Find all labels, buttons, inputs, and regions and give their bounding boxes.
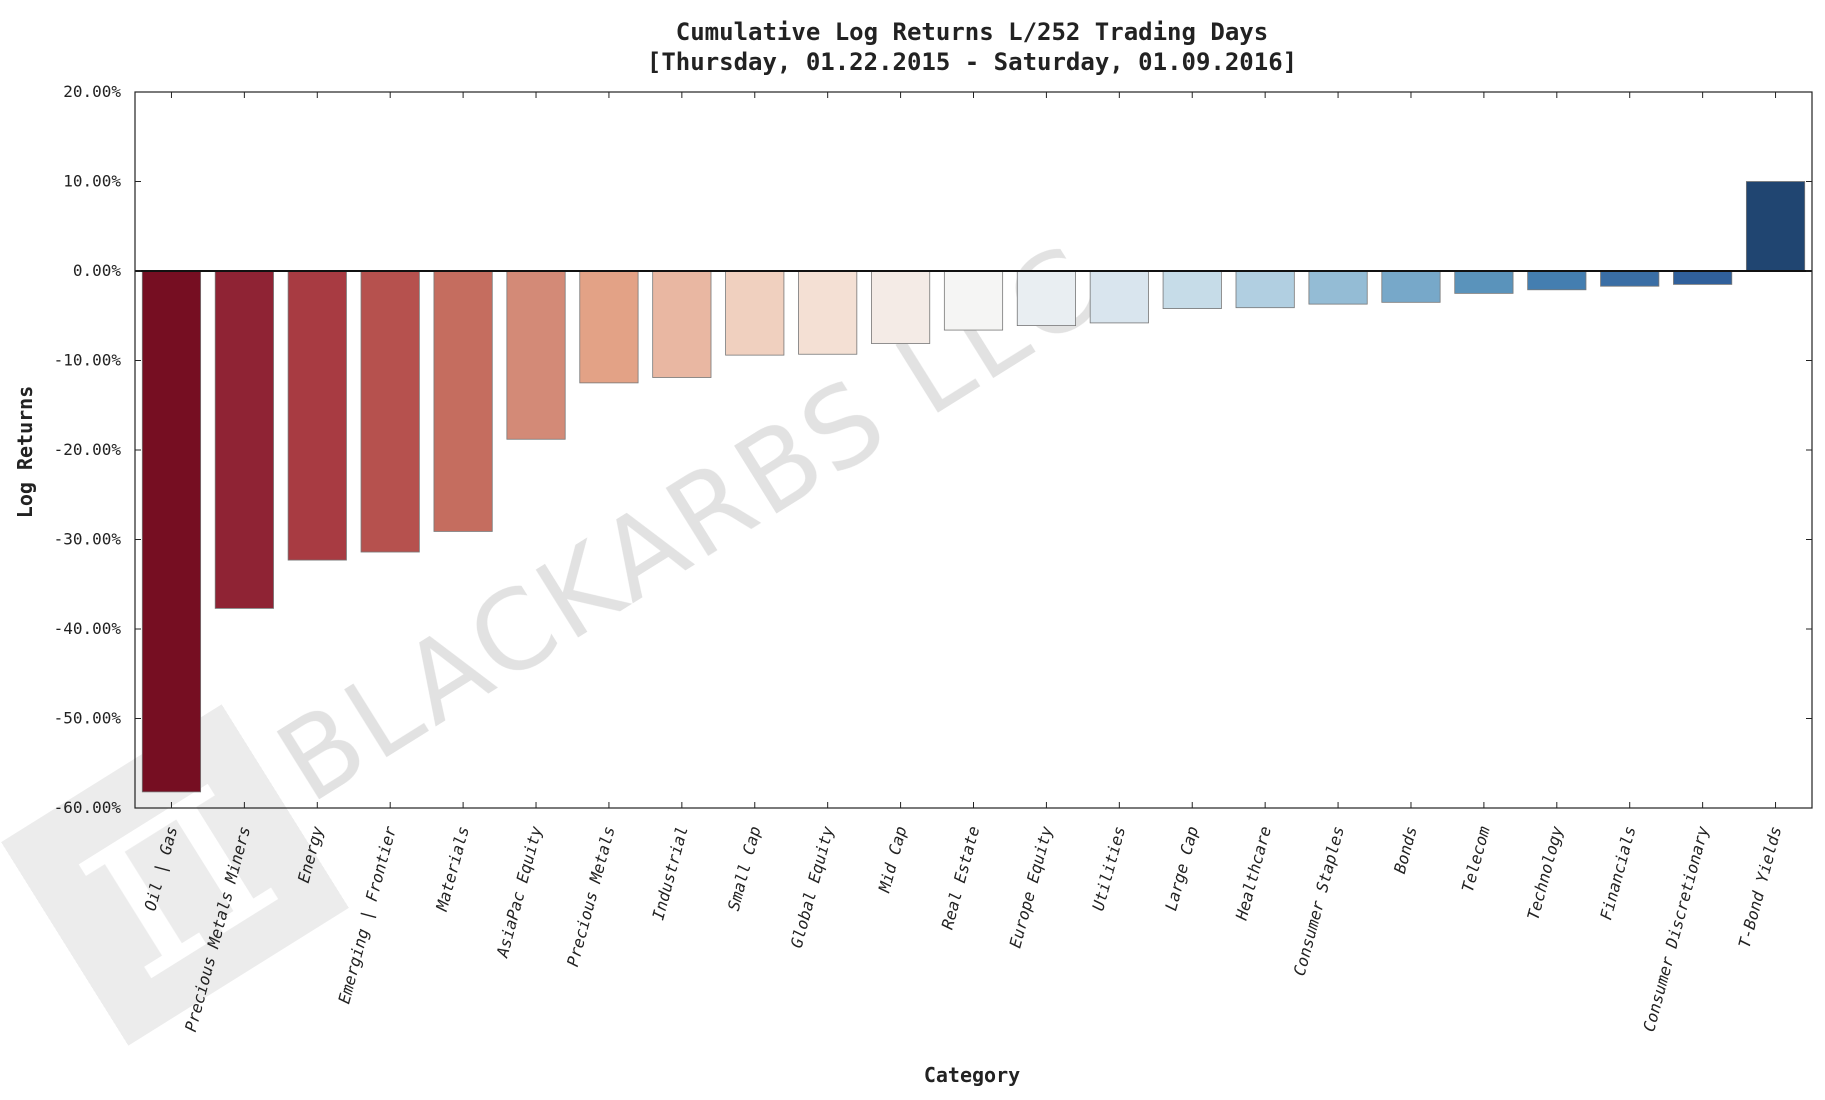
bar — [1089, 270, 1149, 324]
x-tick-label: Real Estate — [938, 824, 984, 931]
x-tick-label: Global Equity — [787, 824, 838, 950]
bar — [1162, 270, 1222, 309]
bar — [214, 270, 274, 609]
bar — [871, 270, 931, 344]
x-tick-label: T-Bond Yields — [1735, 824, 1786, 950]
bar — [725, 270, 785, 356]
x-tick-label: Precious Metals — [563, 824, 619, 968]
y-tick-label: -10.00% — [54, 351, 122, 370]
x-tick-label: Bonds — [1390, 824, 1421, 875]
y-tick-label: 10.00% — [63, 172, 121, 191]
bar — [1745, 181, 1806, 272]
x-tick-label: Financials — [1596, 824, 1639, 922]
bar — [1235, 270, 1295, 309]
x-tick-label: AsiaPac Equity — [492, 824, 546, 961]
x-tick-label: Materials — [432, 824, 473, 914]
bar — [579, 270, 639, 384]
y-tick-label: 0.00% — [73, 261, 122, 280]
bar — [1381, 270, 1441, 303]
bar — [1016, 270, 1076, 326]
y-tick-label: -60.00% — [54, 798, 122, 817]
y-tick-label: -20.00% — [54, 440, 122, 459]
x-tick-label: Europe Equity — [1006, 824, 1057, 950]
chart-subtitle: [Thursday, 01.22.2015 - Saturday, 01.09.… — [647, 48, 1297, 76]
bar — [943, 270, 1004, 331]
bar — [652, 270, 712, 378]
x-tick-label: Mid Cap — [874, 824, 910, 895]
x-tick-label: Telecom — [1458, 824, 1494, 894]
x-tick-label: Consumer Staples — [1290, 824, 1348, 978]
x-tick-label: Utilities — [1088, 824, 1129, 913]
x-tick-label: Technology — [1523, 824, 1566, 922]
y-tick-label: -30.00% — [54, 530, 122, 549]
bar — [141, 270, 202, 793]
x-tick-label: Small Cap — [724, 824, 765, 913]
x-tick-label: Industrial — [648, 824, 691, 922]
y-tick-label: -40.00% — [54, 619, 122, 638]
x-tick-label: Large Cap — [1161, 824, 1202, 913]
bar — [506, 270, 566, 440]
bar — [1527, 270, 1587, 291]
bar — [360, 270, 420, 553]
x-axis-label: Category — [924, 1063, 1020, 1087]
bar — [1454, 270, 1514, 294]
x-tick-label: Emerging | Frontier — [334, 824, 400, 1006]
bar — [1600, 270, 1660, 287]
bar — [433, 270, 493, 532]
chart-title: Cumulative Log Returns L/252 Trading Day… — [676, 18, 1268, 46]
bar — [1673, 270, 1733, 285]
bar — [1308, 270, 1368, 305]
y-axis-label: Log Returns — [13, 386, 37, 518]
bar — [798, 270, 858, 355]
bar — [287, 270, 347, 561]
y-tick-label: -50.00% — [54, 709, 122, 728]
y-tick-label: 20.00% — [63, 82, 121, 101]
x-tick-label: Consumer Discretionary — [1639, 824, 1712, 1034]
x-tick-label: Healthcare — [1231, 824, 1275, 923]
